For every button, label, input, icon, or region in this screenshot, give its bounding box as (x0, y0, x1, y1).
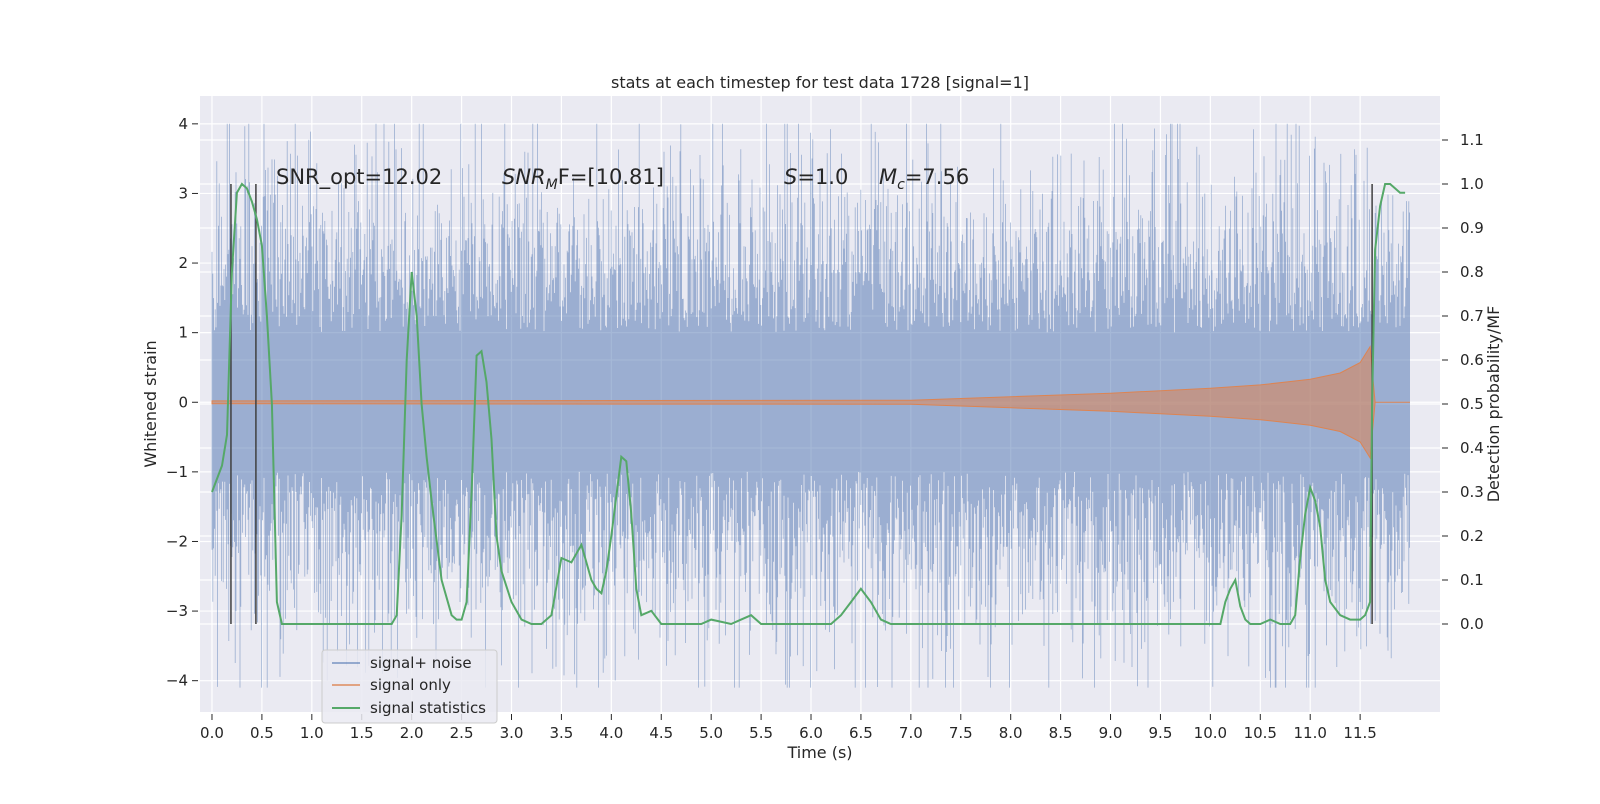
annotation-snr-opt: SNR_opt=12.02 (276, 165, 442, 190)
legend-box (321, 649, 498, 724)
y-tick-label-right: 0.6 (1460, 351, 1484, 369)
x-tick-label: 11.0 (1294, 724, 1327, 742)
y-tick-label-right: 0.7 (1460, 307, 1484, 325)
x-tick-label: 4.0 (599, 724, 623, 742)
y-tick-label-left: 2 (178, 254, 188, 272)
x-tick-label: 7.0 (899, 724, 923, 742)
series-signal-statistics (211, 182, 1406, 626)
x-tick-label: 9.5 (1149, 724, 1173, 742)
annotation-snr-mf: SNRMF=[10.81] (502, 165, 664, 193)
legend-label-signal-only: signal only (370, 676, 451, 694)
x-tick-label: 3.5 (549, 724, 573, 742)
y-tick-label-left: −4 (166, 672, 188, 690)
x-tick-label: 8.0 (999, 724, 1023, 742)
y-tick-label-right: 0.9 (1460, 219, 1484, 237)
x-tick-label: 11.5 (1343, 724, 1376, 742)
y-axis-label-right: Detection probability/MF (1484, 306, 1503, 503)
y-tick-label-left: 0 (178, 393, 188, 411)
x-tick-label: 5.5 (749, 724, 773, 742)
y-tick-label-right: 1.0 (1460, 175, 1484, 193)
x-tick-label: 2.0 (400, 724, 424, 742)
x-tick-label: 9.0 (1099, 724, 1123, 742)
y-tick-label-right: 0.3 (1460, 483, 1484, 501)
x-tick-label: 0.5 (250, 724, 274, 742)
y-tick-label-left: −2 (166, 532, 188, 550)
y-tick-label-left: 1 (178, 324, 188, 342)
y-tick-label-right: 0.0 (1460, 615, 1484, 633)
y-tick-label-right: 0.8 (1460, 263, 1484, 281)
x-tick-label: 3.0 (500, 724, 524, 742)
x-tick-label: 2.5 (450, 724, 474, 742)
legend-label-signal-statistics: signal statistics (370, 699, 486, 717)
y-tick-label-right: 1.1 (1460, 131, 1484, 149)
x-tick-label: 0.0 (200, 724, 224, 742)
y-tick-label-left: −1 (166, 463, 188, 481)
x-tick-label: 6.0 (799, 724, 823, 742)
x-tick-label: 7.5 (949, 724, 973, 742)
x-tick-label: 10.5 (1244, 724, 1277, 742)
series-signal-only (211, 345, 1410, 460)
legend-label-signal-noise: signal+ noise (370, 654, 472, 672)
legend: signal+ noise signal only signal statist… (321, 649, 498, 724)
x-tick-label: 6.5 (849, 724, 873, 742)
y-tick-label-right: 0.1 (1460, 571, 1484, 589)
x-tick-label: 1.5 (350, 724, 374, 742)
x-tick-label: 5.0 (699, 724, 723, 742)
y-tick-label-left: −3 (166, 602, 188, 620)
x-axis-label: Time (s) (786, 743, 852, 762)
x-tick-label: 10.0 (1194, 724, 1227, 742)
chart-title: stats at each timestep for test data 172… (611, 73, 1029, 92)
y-tick-label-right: 0.5 (1460, 395, 1484, 413)
x-tick-label: 1.0 (300, 724, 324, 742)
annotation-s: S=1.0 (784, 165, 848, 189)
y-tick-label-right: 0.2 (1460, 527, 1484, 545)
annotation-mc: Mc=7.56 (879, 165, 969, 193)
y-tick-label-left: 4 (178, 115, 188, 133)
x-tick-label: 4.5 (649, 724, 673, 742)
y-tick-label-right: 0.4 (1460, 439, 1484, 457)
y-axis-label-left: Whitened strain (141, 340, 160, 467)
tick-labels: 0.0 0.5 1.0 1.5 2.0 2.5 3.0 3.5 4.0 4.5 5.0 5.5 6.0 6… (166, 115, 1484, 742)
y-tick-label-left: 3 (178, 184, 188, 202)
x-tick-label: 8.5 (1049, 724, 1073, 742)
